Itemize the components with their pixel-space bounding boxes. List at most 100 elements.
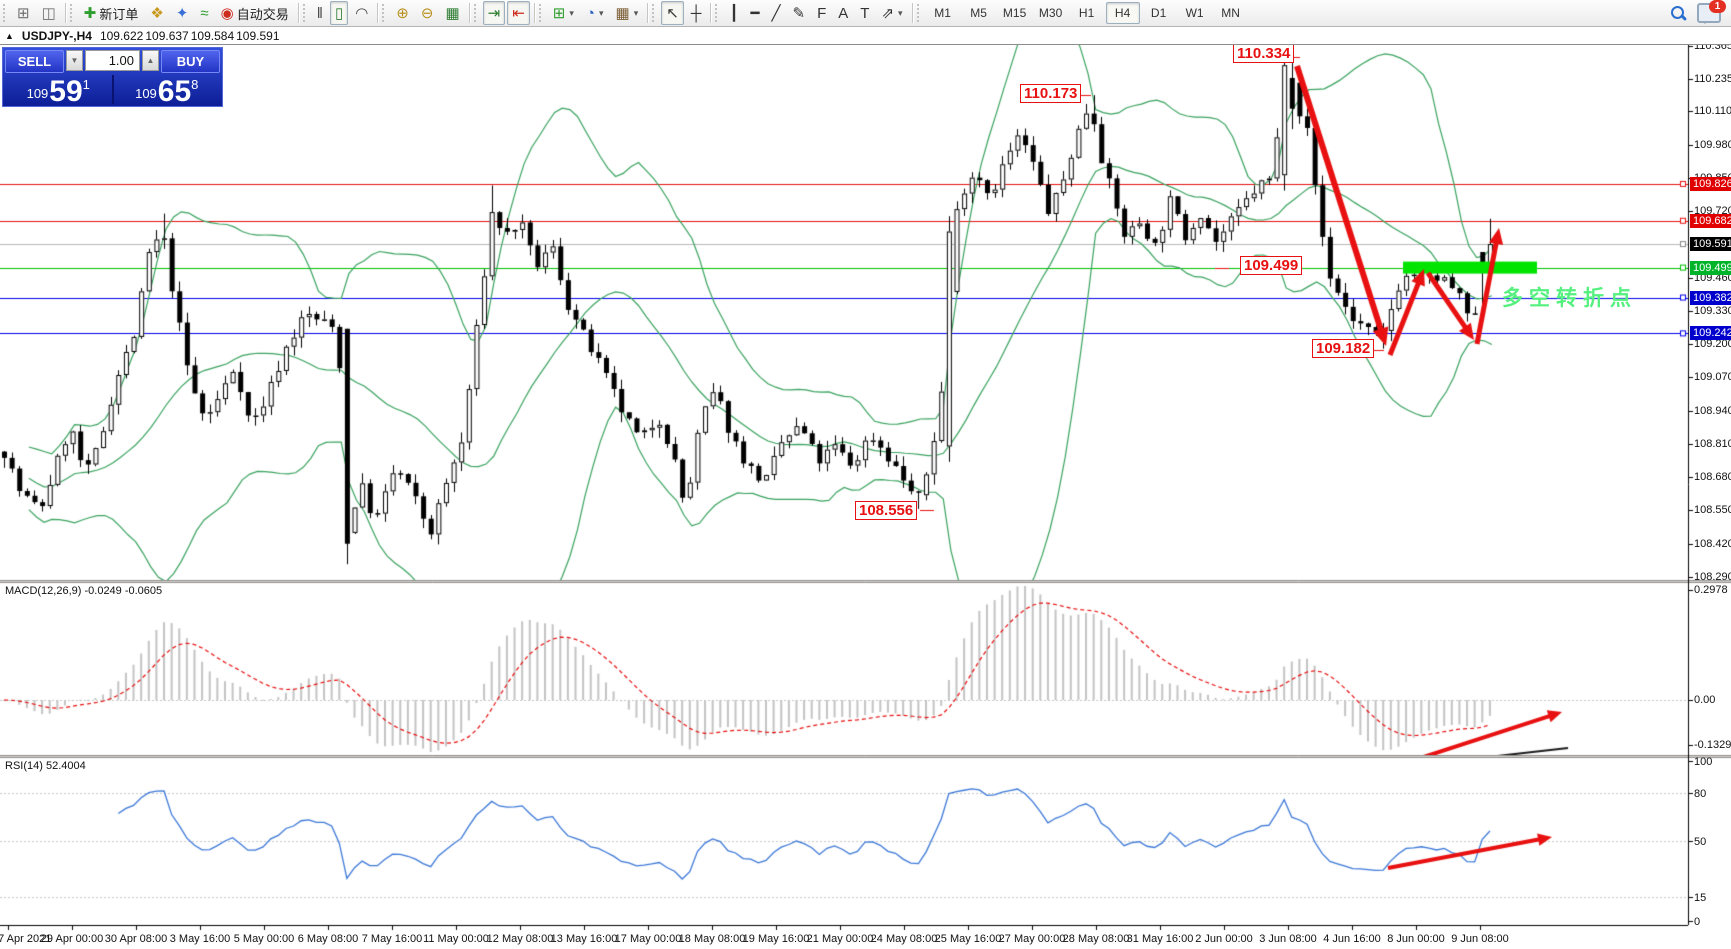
new-order-button-label: 新订单: [99, 6, 139, 22]
autotrading-button: ◉: [220, 4, 234, 22]
timeframe-h4-button[interactable]: H4: [1105, 2, 1140, 24]
text-icon[interactable]: A: [833, 1, 853, 25]
zoom-out-icon[interactable]: ⊖: [416, 1, 439, 25]
volume-input[interactable]: 1.00: [85, 50, 140, 71]
chevron-down-icon[interactable]: ▾: [598, 7, 604, 18]
tile-windows-icon[interactable]: ▦: [440, 1, 464, 25]
zoom-in-icon[interactable]: ⊕: [391, 1, 414, 25]
symbol-info-bar[interactable]: ▲ USDJPY-,H4 109.622 109.637 109.584 109.59…: [0, 27, 1731, 45]
price-callout[interactable]: 110.334: [1233, 44, 1295, 63]
x-axis-date-label: 11 May 00:00: [423, 933, 489, 945]
quote-value: 109.637: [145, 28, 189, 43]
chart-shift-icon[interactable]: ⇤: [507, 1, 530, 25]
bar-chart-icon[interactable]: ‖: [312, 1, 328, 25]
sell-button[interactable]: SELL: [5, 50, 64, 73]
y-axis-tick: 109.330: [1694, 304, 1731, 317]
buy-button[interactable]: BUY: [161, 50, 220, 73]
buy-price[interactable]: 109 65 8: [114, 74, 221, 108]
trendline-icon[interactable]: ╱: [767, 1, 786, 25]
y-axis-tick: 110.235: [1694, 73, 1731, 86]
x-axis-date-label: 3 May 16:00: [169, 933, 231, 945]
label-icon: T: [860, 4, 870, 22]
x-axis-date-label: 28 May 08:00: [1062, 933, 1130, 945]
periods-icon[interactable]: ◔ ▾: [581, 1, 609, 25]
price-callout[interactable]: 108.556: [855, 501, 918, 520]
indicators-icon[interactable]: ⊞ ▾: [548, 1, 579, 25]
tile-windows-icon: ▦: [445, 4, 460, 22]
symbol-ohlc-values: 109.622 109.637 109.584 109.591: [100, 29, 282, 43]
volume-down-button[interactable]: ▼: [66, 50, 83, 71]
arrows-icon[interactable]: ⇗ ▾: [876, 1, 907, 25]
horizontal-line-icon[interactable]: ━: [745, 1, 764, 25]
price-callout[interactable]: 110.173: [1020, 84, 1082, 103]
price-callout[interactable]: 109.499: [1240, 256, 1303, 275]
autotrading-button[interactable]: ◉ 自动交易: [216, 1, 294, 25]
x-axis-date-label: 13 May 16:00: [550, 933, 618, 945]
price-label-chip: 109.682: [1690, 213, 1731, 228]
candlestick-icon[interactable]: ▯: [329, 1, 349, 25]
signals-icon: ≈: [200, 4, 209, 22]
search-icon[interactable]: [1669, 4, 1688, 22]
y-axis-tick: 109.200: [1694, 338, 1731, 351]
new-chart-icon[interactable]: ⊞: [12, 1, 35, 25]
x-axis-date-label: 21 May 00:00: [806, 933, 874, 945]
price-label-chip: 109.382: [1690, 290, 1731, 305]
market-icon[interactable]: ✦: [171, 1, 194, 25]
rsi-axis-tick: 80: [1694, 788, 1707, 800]
timeframe-d1-button[interactable]: D1: [1150, 6, 1167, 20]
notification-badge: 1: [1709, 0, 1726, 13]
x-axis-date-label: 8 Jun 00:00: [1387, 933, 1445, 945]
cursor-icon[interactable]: ↖: [661, 1, 684, 25]
macd-pane-label: MACD(12,26,9) -0.0249 -0.0605: [5, 585, 163, 597]
templates-icon[interactable]: ▦ ▾: [611, 1, 644, 25]
chevron-down-icon[interactable]: ▾: [633, 7, 639, 18]
timeframe-m30-button[interactable]: M30: [1038, 6, 1063, 20]
timeframe-h1-button[interactable]: H1: [1078, 6, 1095, 20]
x-axis-date-label: 27 Apr 2021: [0, 933, 52, 945]
history-center-icon: ❖: [150, 4, 164, 22]
buy-price-big: 65: [157, 74, 192, 108]
price-label-chip: 109.826: [1690, 176, 1731, 191]
chart-annotation-text[interactable]: 多空转折点: [1502, 287, 1637, 310]
chevron-down-icon[interactable]: ▾: [569, 7, 574, 18]
zoom-in-icon: ⊕: [396, 4, 409, 22]
crosshair-icon[interactable]: ┼: [686, 1, 707, 25]
timeframe-m15-button[interactable]: M15: [1002, 6, 1027, 20]
history-center-icon[interactable]: ❖: [145, 1, 168, 25]
signals-icon[interactable]: ≈: [195, 1, 213, 25]
x-axis-date-label: 25 May 16:00: [934, 933, 1002, 945]
y-axis-tick: 108.420: [1694, 537, 1731, 550]
rsi-axis-tick: 50: [1694, 836, 1707, 848]
timeframe-mn-button[interactable]: MN: [1221, 6, 1240, 20]
new-order-button[interactable]: ✚ 新订单: [79, 1, 144, 25]
label-icon[interactable]: T: [855, 1, 874, 25]
timeframe-m1-button[interactable]: M1: [934, 6, 951, 20]
rsi-axis-tick: 15: [1694, 892, 1707, 904]
price-label-chip: 109.499: [1690, 260, 1731, 275]
volume-up-button[interactable]: ▲: [142, 50, 159, 71]
fibonacci-icon[interactable]: F: [812, 1, 831, 25]
timeframe-m5-button[interactable]: M5: [970, 6, 987, 20]
channel-icon: ✎: [792, 4, 806, 22]
x-axis-date-label: 5 May 00:00: [233, 933, 295, 945]
sell-price-prefix: 109: [26, 86, 49, 101]
chart-profiles-icon[interactable]: ◫: [37, 1, 61, 25]
auto-scroll-icon[interactable]: ⇥: [482, 1, 506, 25]
chevron-down-icon[interactable]: ▾: [898, 7, 903, 18]
collapse-marker-icon[interactable]: ▲: [5, 30, 14, 41]
arrows-icon: ⇗: [881, 4, 895, 22]
rsi-axis-tick: 100: [1694, 756, 1713, 768]
line-chart-icon[interactable]: ◠: [350, 1, 373, 25]
auto-scroll-icon: ⇥: [487, 4, 501, 22]
y-axis-tick: 108.290: [1694, 571, 1731, 583]
sell-price[interactable]: 109 59 1: [5, 75, 112, 105]
timeframe-w1-button[interactable]: W1: [1185, 6, 1204, 20]
zoom-out-icon: ⊖: [420, 4, 434, 22]
vertical-line-icon[interactable]: ┃: [724, 1, 743, 25]
price-callout[interactable]: 109.182: [1312, 339, 1375, 358]
x-axis-date-label: 30 Apr 08:00: [104, 933, 168, 945]
buy-price-sup: 8: [191, 77, 199, 92]
channel-icon[interactable]: ✎: [788, 1, 811, 25]
notifications-icon[interactable]: 1: [1697, 0, 1726, 24]
